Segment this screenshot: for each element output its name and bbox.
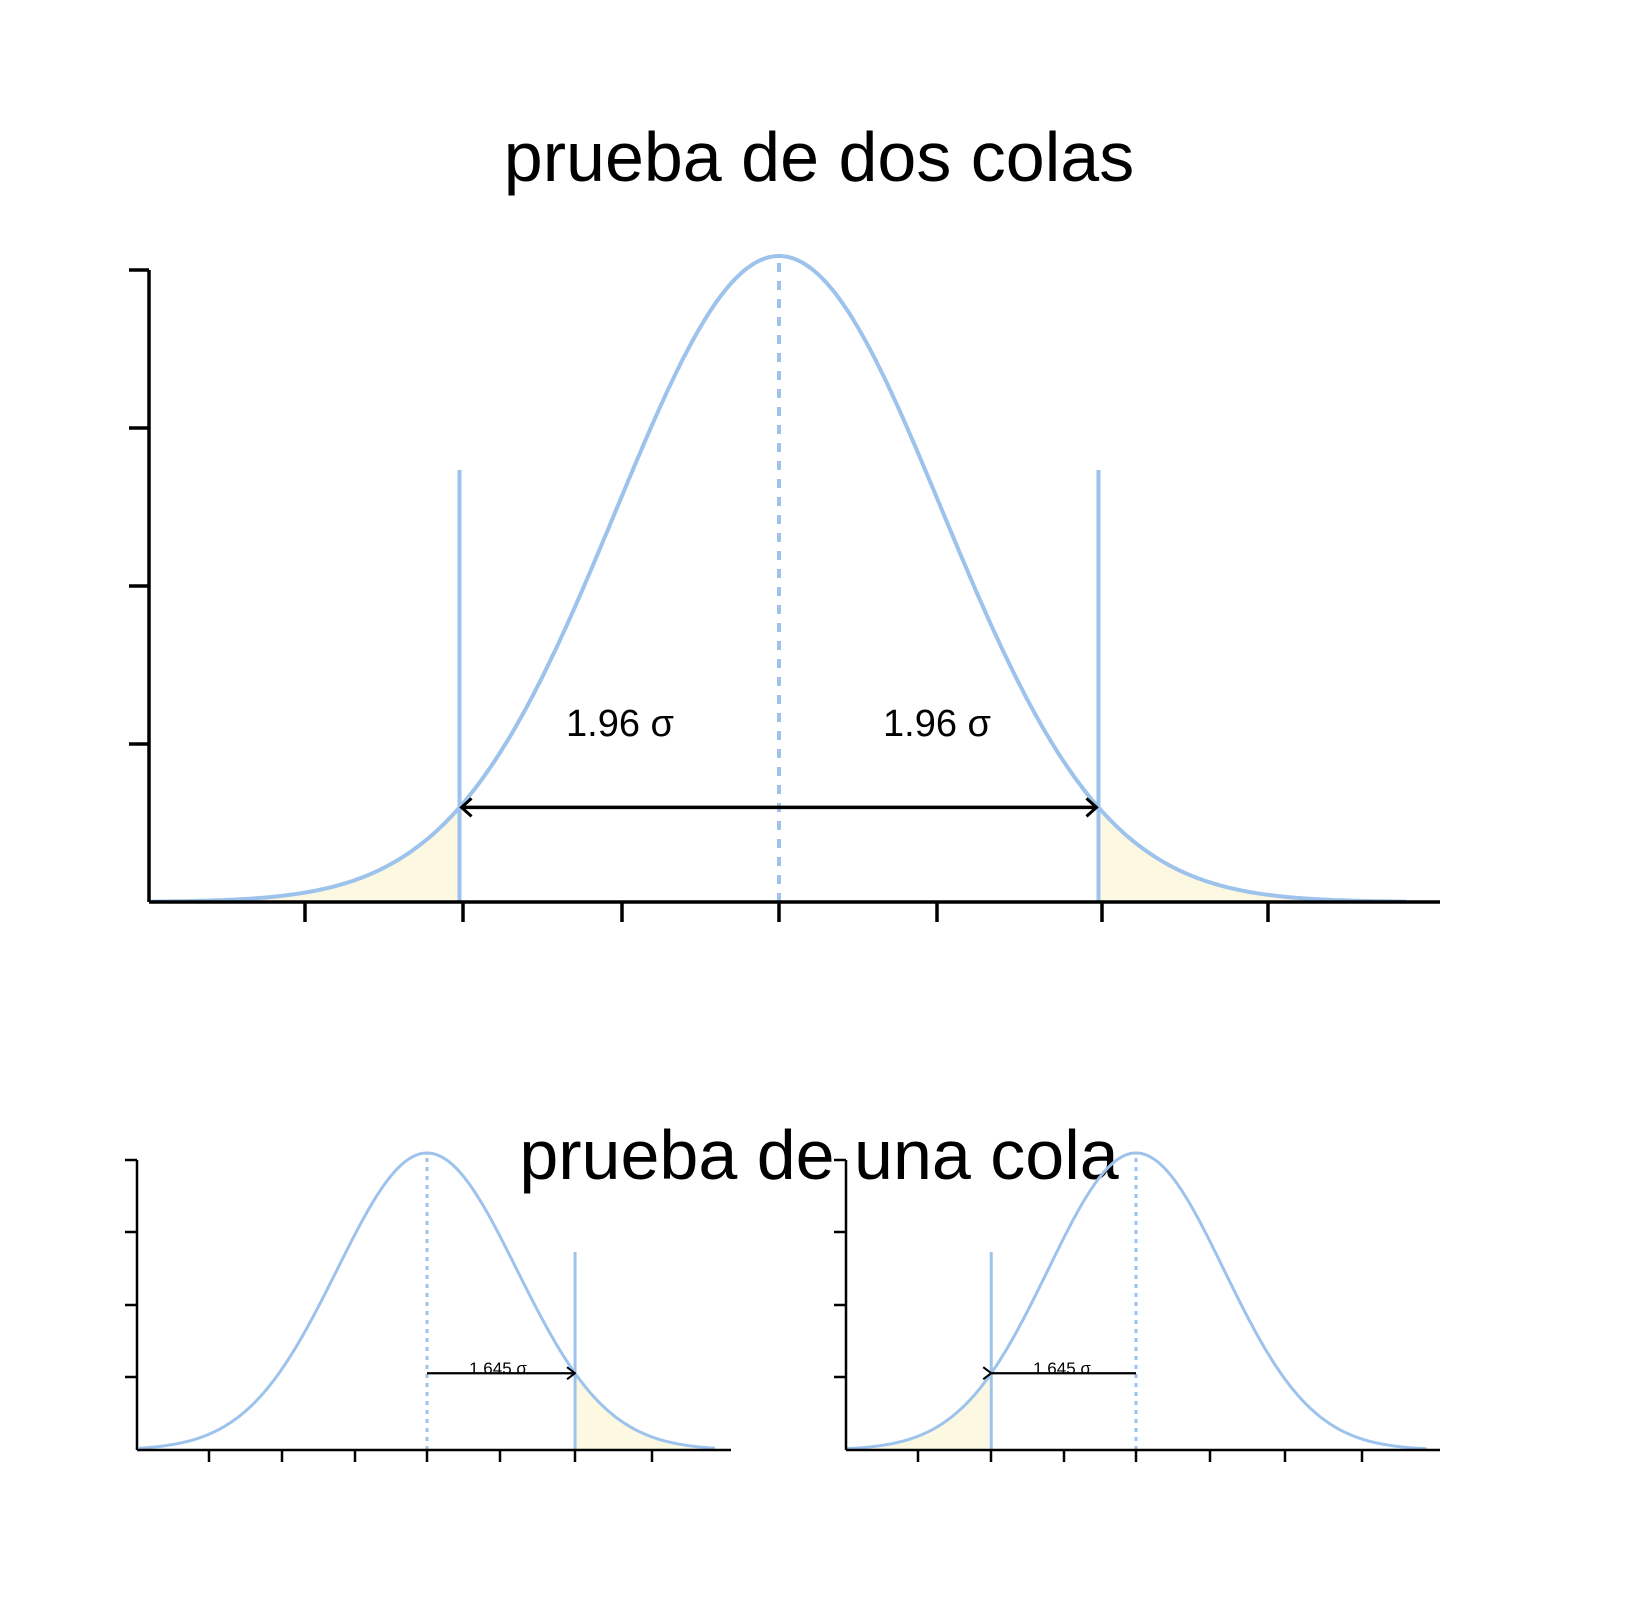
normal-curve	[138, 1151, 716, 1450]
left-rejection-region	[845, 1375, 992, 1450]
panel-two-tailed: 1.96 σ 1.96 σ	[129, 254, 1440, 922]
left-rejection-region	[151, 809, 460, 902]
panel-one-tailed-left: 1.645 σ	[834, 1151, 1440, 1462]
right-rejection-region	[1098, 807, 1407, 902]
panel-one-tailed-right: 1.645 σ	[125, 1151, 731, 1462]
axes	[129, 268, 1440, 922]
right-rejection-region	[575, 1373, 715, 1450]
axes	[125, 1158, 731, 1462]
axes	[834, 1158, 1440, 1462]
two-tailed-title: prueba de dos colas	[503, 118, 1135, 196]
normal-curve	[151, 254, 1407, 904]
sigma-label: 1.645 σ	[469, 1359, 527, 1378]
one-tailed-title: prueba de una cola	[519, 1116, 1119, 1194]
normal-curve	[845, 1151, 1427, 1451]
sigma-label-right: 1.96 σ	[883, 703, 991, 745]
sigma-label: 1.645 σ	[1033, 1359, 1091, 1378]
sigma-label-left: 1.96 σ	[566, 703, 674, 745]
